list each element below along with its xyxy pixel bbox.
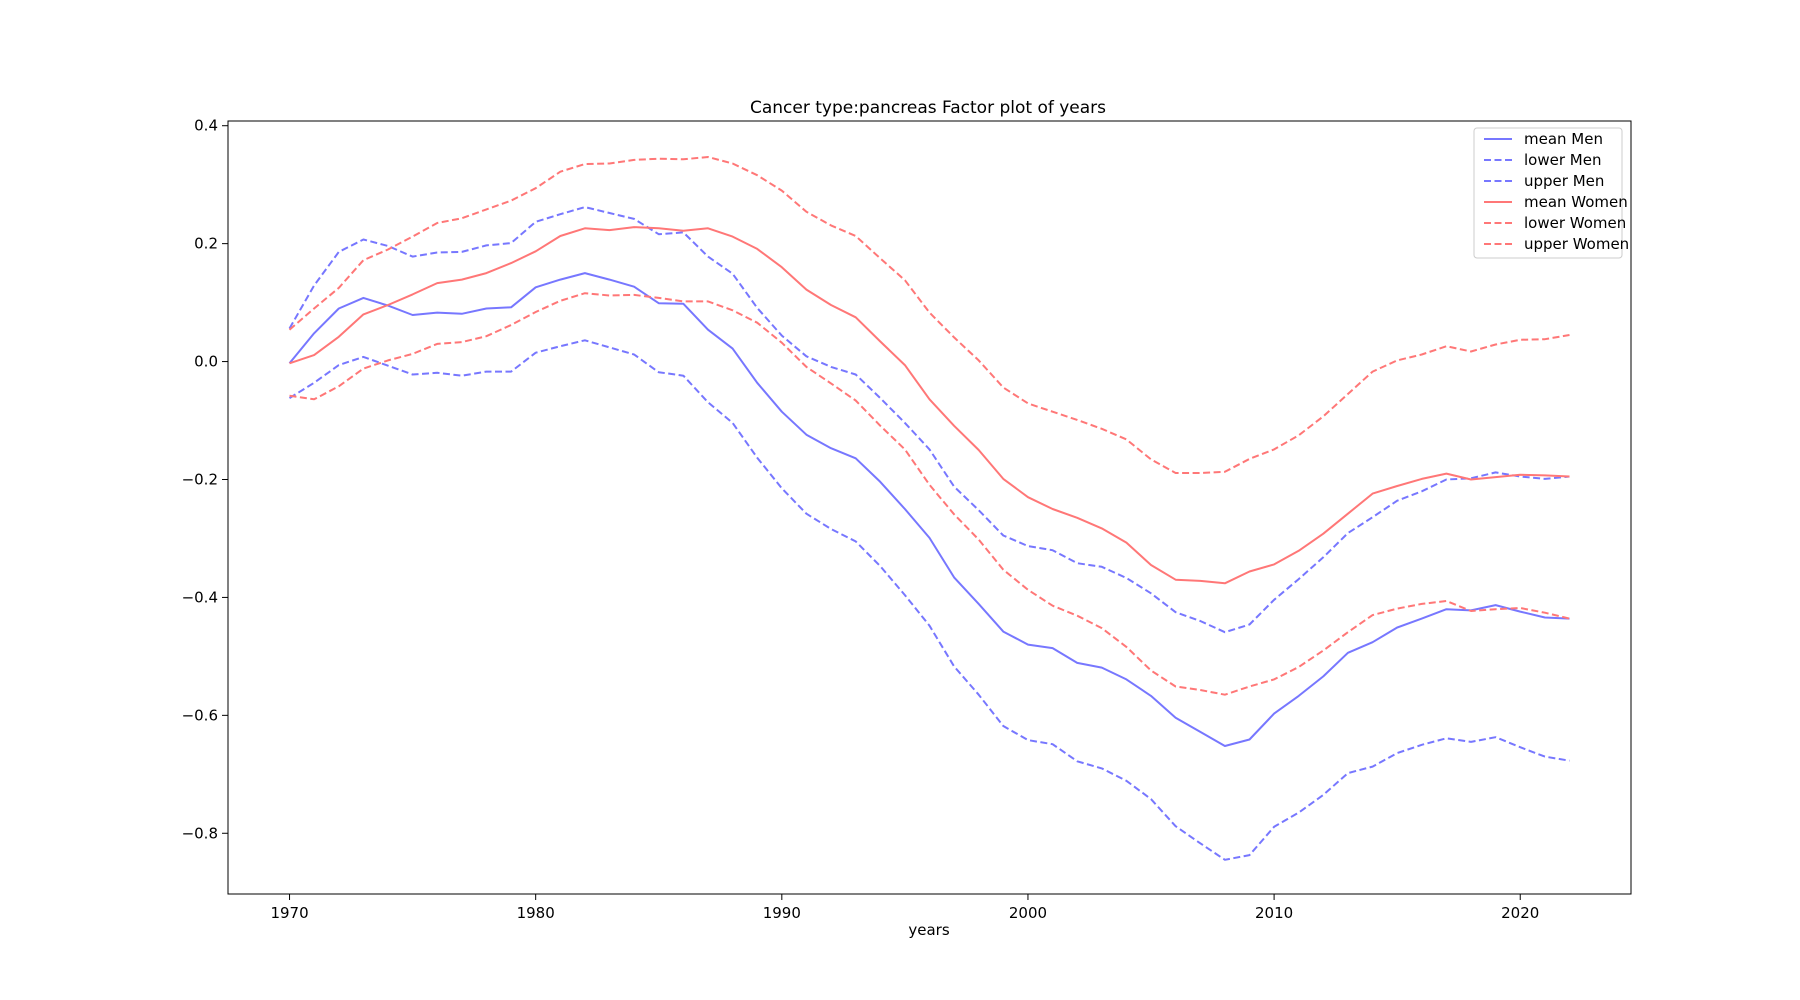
legend-label: upper Women	[1524, 235, 1629, 253]
legend-label: upper Men	[1524, 172, 1604, 190]
x-tick-label: 1970	[270, 904, 308, 922]
series-line-lower-men	[288, 339, 1570, 861]
legend-label: mean Men	[1524, 130, 1603, 148]
x-tick-label: 2020	[1501, 904, 1539, 922]
plot-frame	[227, 120, 1632, 895]
legend: mean Men lower Men upper Men mean Women lowe…	[1473, 127, 1629, 259]
x-axis-label: years	[908, 921, 949, 939]
series-line-mean-men	[288, 272, 1570, 747]
x-tick-label: 2010	[1255, 904, 1293, 922]
y-tick-label: −0.4	[182, 588, 218, 606]
x-tick-label: 1980	[517, 904, 555, 922]
series-line-upper-men	[288, 206, 1570, 634]
series-line-mean-women	[289, 226, 1570, 585]
y-tick-label: −0.6	[182, 706, 218, 724]
chart-title: Cancer type:pancreas Factor plot of year…	[750, 98, 1106, 118]
x-tick-label: 1990	[763, 904, 801, 922]
y-tick-label: 0.2	[194, 235, 218, 253]
series-line-lower-women	[289, 292, 1570, 696]
plot-series	[288, 156, 1570, 861]
y-tick-label: −0.8	[182, 824, 218, 842]
x-tick-label: 2000	[1009, 904, 1047, 922]
legend-label: lower Men	[1524, 151, 1601, 169]
x-axis-ticks: 1970 1980 1990 2000 2010 2020	[270, 894, 1539, 922]
legend-label: mean Women	[1524, 193, 1628, 211]
y-tick-label: 0.0	[194, 353, 218, 371]
legend-label: lower Women	[1524, 214, 1626, 232]
y-tick-label: −0.2	[182, 470, 218, 488]
series-line-upper-women	[288, 156, 1570, 474]
y-tick-label: 0.4	[194, 117, 218, 135]
y-axis-ticks: 0.4 0.2 0.0 −0.2 −0.4 −0.6 −0.8	[182, 117, 228, 842]
